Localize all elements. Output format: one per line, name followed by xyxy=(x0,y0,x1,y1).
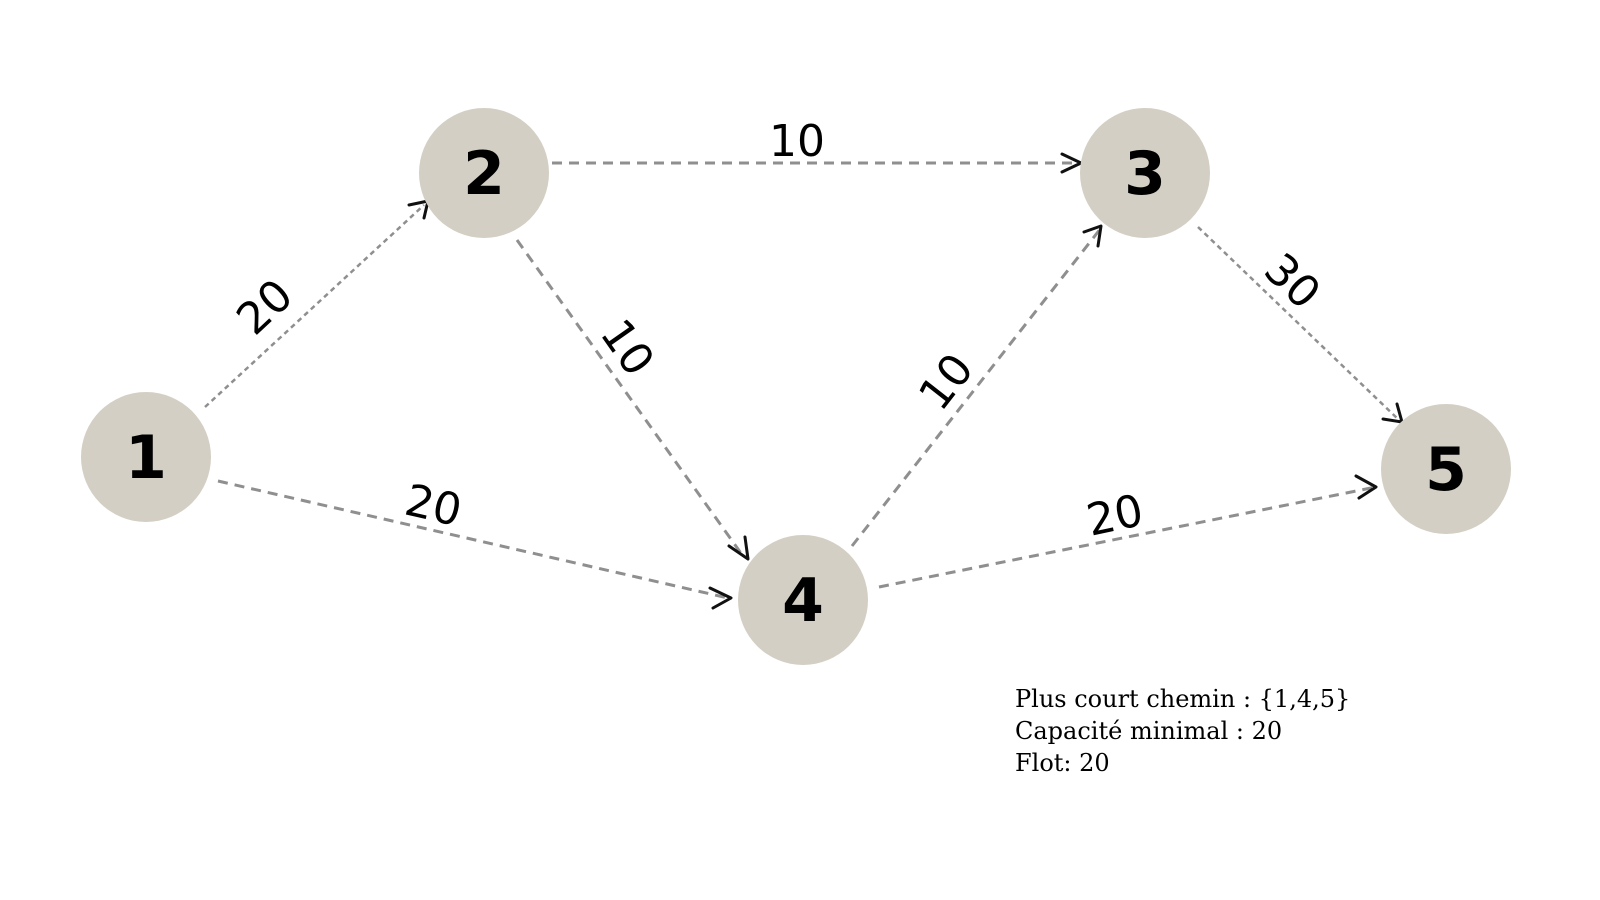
node-3-label: 3 xyxy=(1124,139,1166,209)
edge-2-4: 10 xyxy=(515,239,750,561)
edge-2-3: 10 xyxy=(552,116,1083,174)
node-1-label: 1 xyxy=(125,423,167,493)
node-4: 4 xyxy=(738,535,868,665)
edge-1-4-capacity: 20 xyxy=(400,475,466,537)
edge-2-4-capacity: 10 xyxy=(590,310,664,385)
shortest-path-text: Plus court chemin : {1,4,5} xyxy=(1015,685,1351,713)
node-5: 5 xyxy=(1381,404,1511,534)
edge-1-2: 20 xyxy=(204,199,430,408)
node-2: 2 xyxy=(419,108,549,238)
flow-summary: Plus court chemin : {1,4,5} Capacité min… xyxy=(1015,683,1350,779)
edge-1-2-capacity: 20 xyxy=(227,270,303,345)
edge-1-4: 20 xyxy=(217,475,733,610)
edge-3-5: 30 xyxy=(1197,226,1404,424)
node-1: 1 xyxy=(81,392,211,522)
node-5-label: 5 xyxy=(1425,435,1467,505)
node-4-label: 4 xyxy=(782,566,824,636)
edge-2-3-capacity: 10 xyxy=(769,116,825,167)
min-capacity-text: Capacité minimal : 20 xyxy=(1015,717,1283,745)
edge-3-5-capacity: 30 xyxy=(1254,244,1330,320)
edge-4-5: 20 xyxy=(878,474,1378,589)
edge-4-3-capacity: 10 xyxy=(909,344,984,420)
flow-text: Flot: 20 xyxy=(1015,749,1110,777)
node-2-label: 2 xyxy=(463,139,505,209)
node-3: 3 xyxy=(1080,108,1210,238)
edge-4-5-capacity: 20 xyxy=(1082,485,1147,547)
edge-4-3: 10 xyxy=(850,224,1103,547)
